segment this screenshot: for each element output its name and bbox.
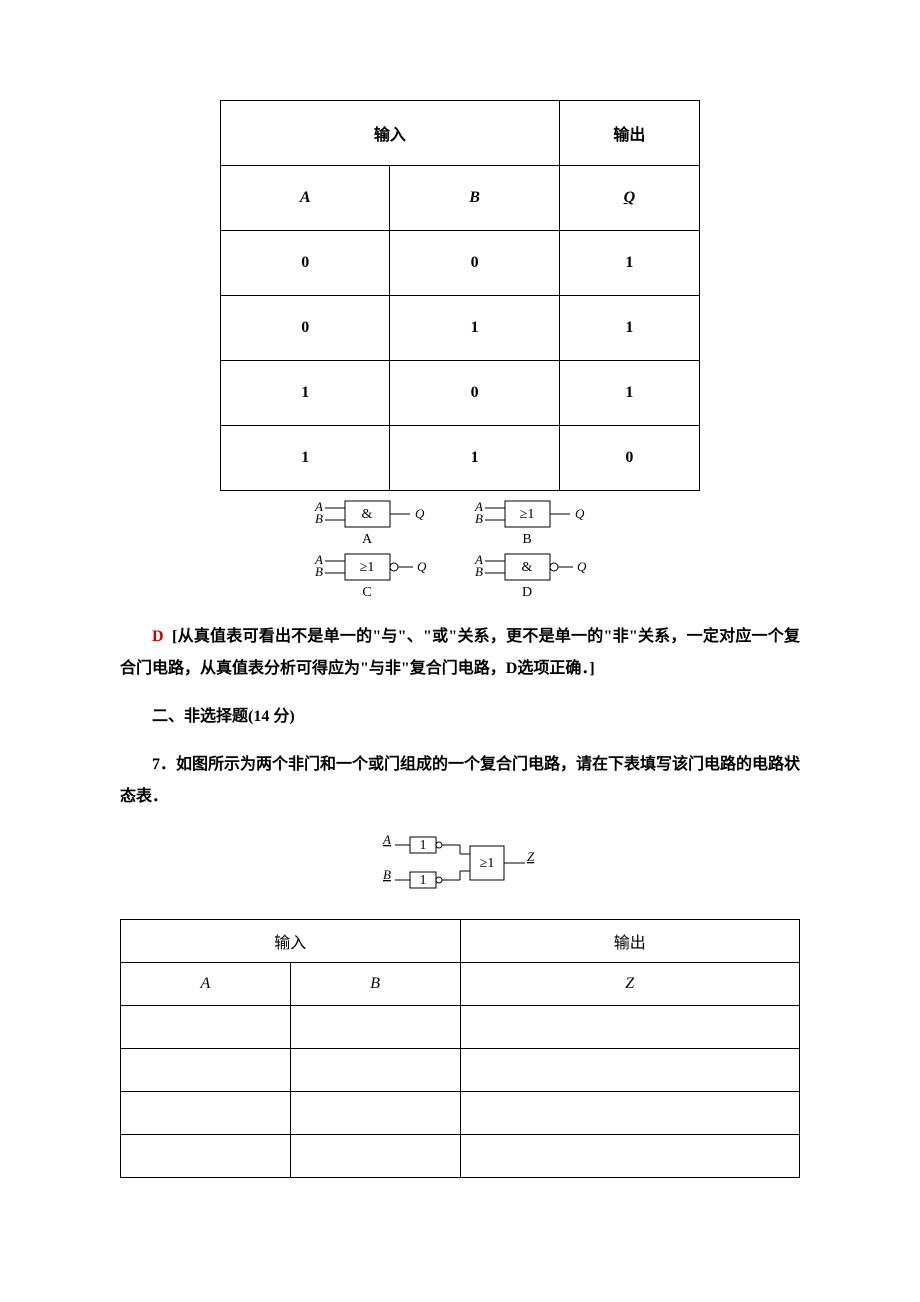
- label-b: B: [475, 564, 483, 579]
- label-q: Q: [417, 559, 427, 574]
- label-q: Q: [577, 559, 587, 574]
- col-b: B: [290, 963, 460, 1006]
- gate-option-c: A B ≥1 Q C: [314, 552, 427, 600]
- blank-cell: [460, 1135, 800, 1178]
- circuit-out-z: Z: [527, 849, 535, 864]
- not-sym-a: 1: [420, 838, 427, 853]
- gate-sym-and: &: [362, 507, 373, 522]
- gate-sym-or: ≥1: [360, 560, 375, 575]
- section-2-heading: 二、非选择题(14 分): [120, 701, 800, 733]
- label-b: B: [315, 511, 323, 526]
- cell-q: 1: [559, 361, 699, 426]
- blank-cell: [460, 1092, 800, 1135]
- blank-cell: [121, 1135, 291, 1178]
- header-input: 输入: [121, 920, 461, 963]
- table-header-row: 输入 输出: [221, 101, 700, 166]
- circuit-in-a: A: [382, 832, 391, 847]
- table-row: [121, 1006, 800, 1049]
- table-row: 1 0 1: [221, 361, 700, 426]
- gate-sym-and: &: [522, 560, 533, 575]
- blank-cell: [290, 1135, 460, 1178]
- blank-table: 输入 输出 A B Z: [120, 919, 800, 1178]
- cell-b: 1: [390, 296, 559, 361]
- gate-option-a: A B & Q A: [314, 499, 425, 547]
- cell-b: 0: [390, 361, 559, 426]
- blank-cell: [290, 1006, 460, 1049]
- circuit-in-b: B: [383, 867, 391, 882]
- cell-a: 0: [221, 296, 390, 361]
- header-output: 输出: [460, 920, 800, 963]
- blank-cell: [290, 1049, 460, 1092]
- gate-options-svg: A B & Q A A B ≥1 Q B: [305, 496, 615, 606]
- blank-cell: [121, 1092, 291, 1135]
- cell-q: 1: [559, 231, 699, 296]
- blank-cell: [460, 1049, 800, 1092]
- answer-text: 从真值表可看出不是单一的"与"、"或"关系，更不是单一的"非"关系，一定对应一个…: [120, 628, 800, 677]
- cell-q: 1: [559, 296, 699, 361]
- caption-d: D: [522, 585, 532, 600]
- cell-b: 0: [390, 231, 559, 296]
- table-header-row: 输入 输出: [121, 920, 800, 963]
- blank-cell: [460, 1006, 800, 1049]
- answer-close: ]: [589, 660, 594, 677]
- blank-cell: [290, 1092, 460, 1135]
- header-input: 输入: [221, 101, 560, 166]
- gate-sym-or: ≥1: [520, 507, 535, 522]
- or-sym: ≥1: [480, 856, 495, 871]
- table-col-row: A B Q: [221, 166, 700, 231]
- caption-b: B: [522, 532, 531, 547]
- caption-a: A: [362, 532, 373, 547]
- question-7: 7．如图所示为两个非门和一个或门组成的一个复合门电路，请在下表填写该门电路的电路…: [120, 749, 800, 813]
- answer-paragraph: D [从真值表可看出不是单一的"与"、"或"关系，更不是单一的"非"关系，一定对…: [120, 621, 800, 685]
- table-row: 1 1 0: [221, 426, 700, 491]
- label-q: Q: [415, 506, 425, 521]
- truth-table-1: 输入 输出 A B Q 0 0 1 0 1 1 1 0 1 1 1 0: [220, 100, 700, 491]
- caption-c: C: [362, 585, 371, 600]
- not-sym-b: 1: [420, 873, 427, 888]
- table-row: 0 1 1: [221, 296, 700, 361]
- col-q: Q: [559, 166, 699, 231]
- label-q: Q: [575, 506, 585, 521]
- col-a: A: [221, 166, 390, 231]
- cell-q: 0: [559, 426, 699, 491]
- blank-cell: [121, 1049, 291, 1092]
- page: 输入 输出 A B Q 0 0 1 0 1 1 1 0 1 1 1 0: [0, 0, 920, 1238]
- col-z: Z: [460, 963, 800, 1006]
- table-row: 0 0 1: [221, 231, 700, 296]
- table-row: [121, 1135, 800, 1178]
- table-col-row: A B Z: [121, 963, 800, 1006]
- gate-option-b: A B ≥1 Q B: [474, 499, 585, 547]
- table-row: [121, 1049, 800, 1092]
- gate-options: A B & Q A A B ≥1 Q B: [120, 496, 800, 611]
- label-b: B: [475, 511, 483, 526]
- answer-letter: D: [152, 628, 164, 645]
- label-b: B: [315, 564, 323, 579]
- header-output: 输出: [559, 101, 699, 166]
- circuit-diagram: A 1 B 1 ≥1 Z: [120, 829, 800, 904]
- cell-a: 1: [221, 426, 390, 491]
- col-a: A: [121, 963, 291, 1006]
- cell-a: 0: [221, 231, 390, 296]
- table-row: [121, 1092, 800, 1135]
- cell-b: 1: [390, 426, 559, 491]
- col-b: B: [390, 166, 559, 231]
- cell-a: 1: [221, 361, 390, 426]
- blank-cell: [121, 1006, 291, 1049]
- gate-option-d: A B & Q D: [474, 552, 587, 600]
- circuit-svg: A 1 B 1 ≥1 Z: [375, 829, 545, 899]
